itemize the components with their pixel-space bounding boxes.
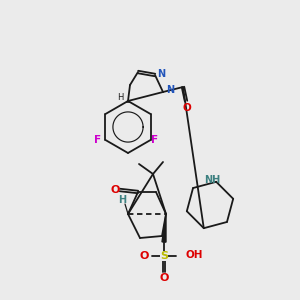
Text: F: F <box>151 135 158 145</box>
Text: OH: OH <box>185 250 202 260</box>
Text: N: N <box>157 69 165 79</box>
Text: O: O <box>110 185 120 195</box>
Polygon shape <box>162 214 166 242</box>
Text: O: O <box>183 103 191 113</box>
Text: S: S <box>160 251 168 261</box>
Text: O: O <box>159 273 169 283</box>
Text: F: F <box>94 135 101 145</box>
Text: NH: NH <box>205 175 221 185</box>
Text: O: O <box>139 251 149 261</box>
Text: N: N <box>166 85 174 95</box>
Text: H: H <box>118 195 126 205</box>
Polygon shape <box>126 101 130 102</box>
Text: H: H <box>117 92 123 101</box>
